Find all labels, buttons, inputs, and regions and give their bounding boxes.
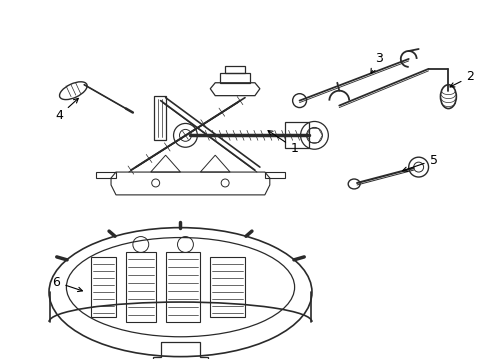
Text: 1: 1 (267, 131, 298, 155)
Text: 4: 4 (56, 98, 78, 122)
Text: 5: 5 (402, 154, 437, 171)
Text: 3: 3 (370, 53, 382, 73)
Text: 2: 2 (449, 70, 473, 87)
Text: 6: 6 (52, 276, 82, 292)
